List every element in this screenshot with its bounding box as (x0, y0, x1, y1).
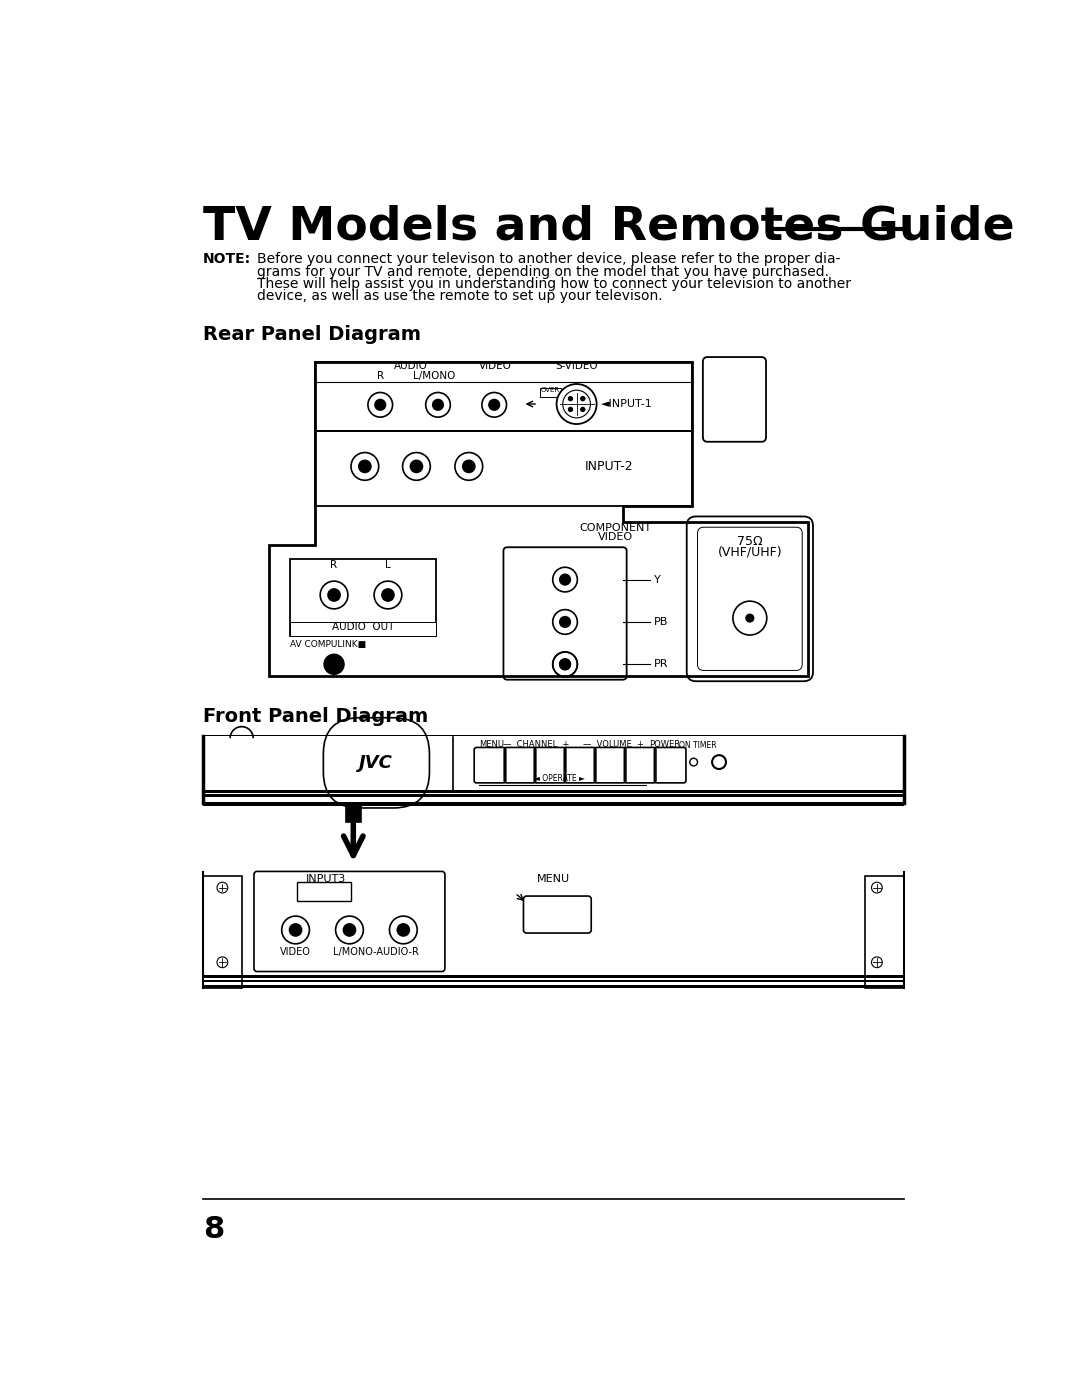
Text: Front Panel Diagram: Front Panel Diagram (203, 707, 429, 725)
Circle shape (556, 384, 596, 425)
Circle shape (559, 616, 570, 627)
Text: 8: 8 (203, 1215, 225, 1243)
Text: VIDEO: VIDEO (280, 947, 311, 957)
Text: 75Ω: 75Ω (737, 535, 762, 548)
Text: MENU: MENU (537, 875, 570, 884)
Text: S-VIDEO: S-VIDEO (555, 362, 598, 372)
Bar (314, 432, 692, 507)
Bar (203, 736, 904, 789)
Bar (203, 975, 904, 978)
Bar (314, 362, 692, 432)
Circle shape (433, 400, 444, 411)
Bar (203, 789, 904, 793)
Circle shape (580, 395, 585, 401)
Text: INPUT3: INPUT3 (307, 875, 347, 884)
Circle shape (489, 400, 500, 411)
Bar (291, 559, 436, 636)
Text: COMPONENT: COMPONENT (579, 522, 651, 534)
Text: OVER: OVER (541, 387, 561, 394)
Text: R: R (330, 560, 338, 570)
Circle shape (746, 615, 754, 622)
Text: ON TIMER: ON TIMER (678, 742, 716, 750)
Text: Before you connect your televison to another device, please refer to the proper : Before you connect your televison to ano… (257, 253, 840, 267)
Text: PR: PR (653, 659, 669, 669)
Text: VIDEO: VIDEO (597, 532, 633, 542)
Bar (540, 388, 562, 397)
Text: PB: PB (653, 617, 667, 627)
Bar (203, 872, 904, 876)
Circle shape (397, 923, 409, 936)
Circle shape (410, 460, 422, 472)
Text: MENU: MENU (480, 739, 504, 749)
Bar (203, 985, 904, 989)
Circle shape (324, 654, 345, 675)
Circle shape (568, 407, 573, 412)
Text: Y: Y (653, 574, 660, 584)
Bar (203, 802, 904, 806)
Circle shape (568, 395, 573, 401)
Circle shape (462, 460, 475, 472)
Bar (291, 622, 436, 636)
Bar (203, 979, 904, 982)
Text: ◄INPUT-1: ◄INPUT-1 (602, 400, 653, 409)
Text: —  CHANNEL  +: — CHANNEL + (503, 739, 570, 749)
Text: VIDEO: VIDEO (480, 362, 512, 372)
Text: NOTE:: NOTE: (203, 253, 252, 267)
Bar (203, 795, 904, 796)
Text: ◄ OPERATE ►: ◄ OPERATE ► (535, 774, 585, 782)
Circle shape (359, 460, 372, 472)
Text: device, as well as use the remote to set up your televison.: device, as well as use the remote to set… (257, 289, 663, 303)
Bar (203, 876, 242, 989)
Bar (865, 876, 904, 989)
Text: Rear Panel Diagram: Rear Panel Diagram (203, 326, 421, 345)
Text: POWER: POWER (649, 739, 680, 749)
Circle shape (328, 588, 340, 601)
Bar (203, 872, 904, 975)
Circle shape (580, 407, 585, 412)
Text: TV Models and Remotes Guide: TV Models and Remotes Guide (203, 204, 1015, 250)
Text: AUDIO: AUDIO (394, 362, 428, 372)
Circle shape (343, 923, 355, 936)
Text: —  VOLUME  +: — VOLUME + (583, 739, 644, 749)
Text: R: R (377, 372, 383, 381)
Circle shape (289, 923, 301, 936)
Text: AV COMPULINK■: AV COMPULINK■ (291, 640, 366, 648)
Circle shape (382, 588, 394, 601)
Bar (297, 882, 351, 901)
Bar (203, 735, 904, 739)
Text: (VHF/UHF): (VHF/UHF) (717, 546, 782, 559)
Text: These will help assist you in understanding how to connect your television to an: These will help assist you in understand… (257, 277, 851, 291)
Circle shape (375, 400, 386, 411)
Text: L: L (386, 560, 391, 570)
Circle shape (559, 574, 570, 585)
Text: grams for your TV and remote, depending on the model that you have purchased.: grams for your TV and remote, depending … (257, 264, 829, 278)
Text: AUDIO  OUT: AUDIO OUT (333, 623, 394, 633)
Text: L/MONO: L/MONO (413, 372, 456, 381)
Circle shape (559, 659, 570, 669)
Circle shape (559, 659, 570, 669)
Text: L/MONO-AUDIO-R: L/MONO-AUDIO-R (334, 947, 419, 957)
Text: JVC: JVC (360, 754, 393, 773)
Text: INPUT-2: INPUT-2 (584, 460, 633, 474)
